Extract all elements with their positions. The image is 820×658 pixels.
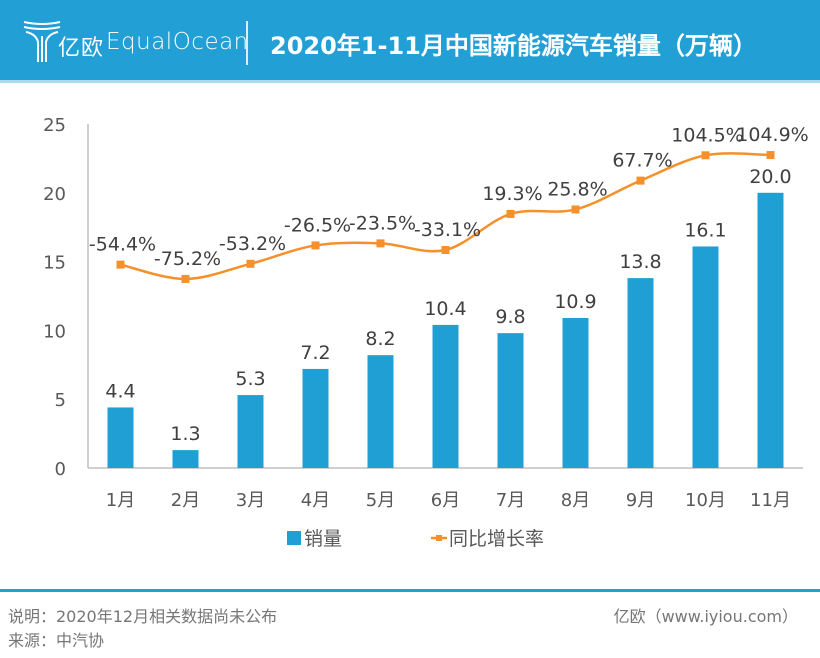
bar [627,278,654,468]
growth-rate-markers [116,151,775,283]
bar [692,246,719,468]
x-tick-label: 9月 [626,490,655,511]
equalocean-logo-icon [23,21,61,62]
logo-cn-text: 亿欧 [58,36,105,61]
growth-rate-data-labels: -54.4%-75.2%-53.2%-26.5%-23.5%-33.1%19.3… [89,124,809,270]
bar [107,407,134,468]
bar [367,355,394,468]
x-tick-label: 8月 [561,490,590,511]
growth-data-label: -26.5% [284,214,351,236]
bar [302,368,329,468]
bar [432,324,459,468]
growth-data-label: 19.3% [482,183,542,205]
bar-data-label: 5.3 [235,368,265,390]
chart-header: 亿欧 EqualOcean 2020年1-11月中国新能源汽车销量（万辆） [0,0,820,82]
growth-data-label: -75.2% [154,248,221,270]
growth-data-label: 25.8% [547,178,607,200]
bar [562,318,589,468]
footer-credit: 亿欧（www.iyiou.com） [613,607,798,626]
bar-data-label: 10.4 [424,298,466,320]
footer-source: 来源：中汽协 [8,631,105,650]
bar-series [107,192,784,469]
x-axis-category-labels: 1月 2月 3月 4月 5月 6月 7月 8月 9月 10月 11月 [106,490,791,511]
footer-note: 说明：2020年12月相关数据尚未公布 [8,607,278,626]
x-tick-label: 1月 [106,490,135,511]
growth-marker [571,205,580,214]
growth-data-label: 67.7% [612,150,672,172]
growth-marker [766,151,775,160]
y-tick-label: 0 [55,459,66,480]
growth-data-label: -23.5% [349,212,416,234]
growth-data-label: 104.5% [671,124,743,146]
bar-data-label: 4.4 [105,380,135,402]
x-tick-label: 11月 [750,490,791,511]
bar [172,450,199,468]
chart-title: 2020年1-11月中国新能源汽车销量（万辆） [270,32,757,60]
growth-marker [246,259,255,268]
bar-data-label: 16.1 [684,219,726,241]
bar-data-label: 8.2 [365,328,395,350]
y-tick-label: 10 [43,321,66,342]
legend-line-marker [436,535,442,541]
legend-bar-swatch [287,531,301,545]
x-tick-label: 2月 [171,490,200,511]
logo-en-text: EqualOcean [106,29,249,55]
x-tick-label: 3月 [236,490,265,511]
growth-marker [376,239,385,248]
growth-marker [181,274,190,283]
growth-marker [636,176,645,185]
bar-data-label: 9.8 [495,306,525,328]
y-tick-label: 15 [43,253,66,274]
sales-chart: 0 5 10 15 20 25 4.4 1.3 5.3 7.2 8.2 10.4 9.8 10.9 13.… [43,115,809,550]
growth-marker [701,151,710,160]
bar-data-label: 20.0 [749,166,791,188]
x-tick-label: 7月 [496,490,525,511]
growth-data-label: 104.9% [736,124,808,146]
growth-marker [506,209,515,218]
legend-line-label: 同比增长率 [449,528,544,550]
bar-data-label: 10.9 [554,291,596,313]
bar-data-labels: 4.4 1.3 5.3 7.2 8.2 10.4 9.8 10.9 13.8 16.1 20.0 [105,166,791,445]
y-tick-label: 5 [55,390,66,411]
x-tick-label: 10月 [685,490,726,511]
footer-divider [0,589,820,592]
bar-data-label: 7.2 [300,342,330,364]
x-tick-label: 5月 [366,490,395,511]
header-divider [246,21,248,65]
x-tick-label: 4月 [301,490,330,511]
growth-marker [116,260,125,269]
bar [237,395,264,468]
growth-data-label: -54.4% [89,234,156,256]
bar [497,333,524,468]
y-tick-label: 20 [43,184,66,205]
legend: 销量 同比增长率 [287,528,544,550]
growth-marker [311,241,320,250]
header-underline [0,80,820,83]
bar-data-label: 13.8 [619,251,661,273]
y-axis-ticks: 0 5 10 15 20 25 [43,115,66,480]
legend-bar-label: 销量 [304,528,342,550]
bar-data-label: 1.3 [170,423,200,445]
y-tick-label: 25 [43,115,66,136]
growth-data-label: -33.1% [414,219,481,241]
x-tick-label: 6月 [431,490,460,511]
growth-data-label: -53.2% [219,233,286,255]
bar [757,192,784,469]
growth-marker [441,245,450,254]
